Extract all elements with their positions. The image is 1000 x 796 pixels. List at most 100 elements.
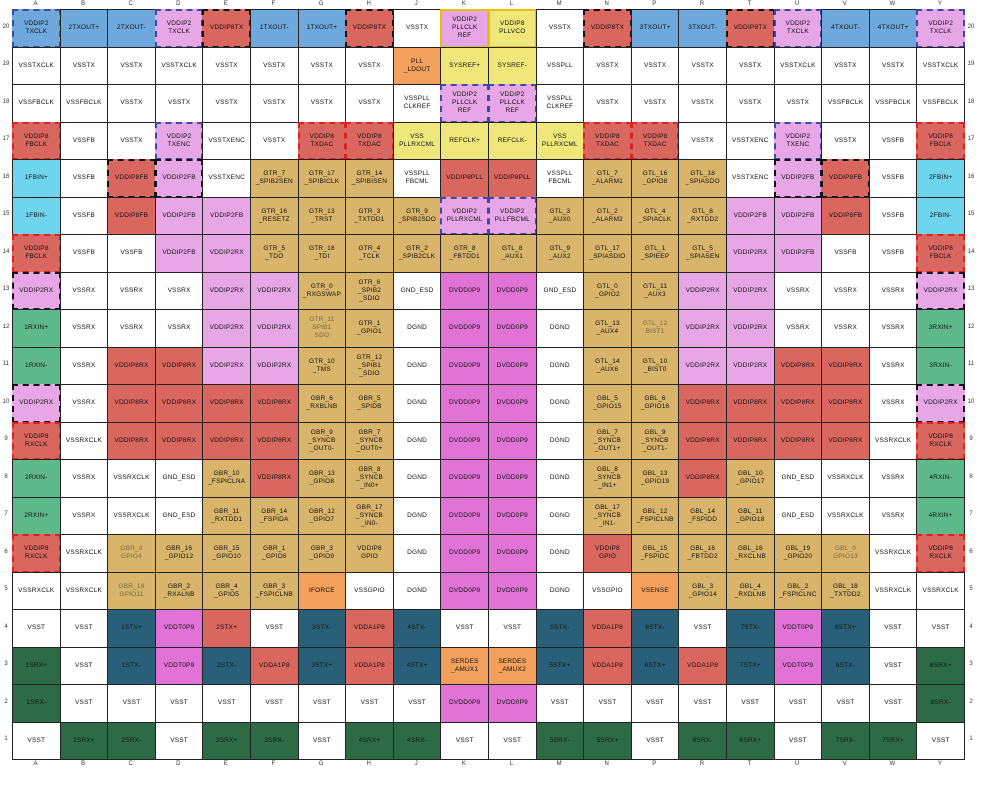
pin-cell-B16: VSSFB [59,159,109,198]
pin-cell-B11: VSSRX [59,346,109,385]
pin-cell-M10: DGND [535,384,585,423]
pin-cell-V20: 4TXOUT- [821,9,870,48]
column-label-A-top: A [33,1,38,7]
row-label-2-left: 2 [4,698,8,705]
row-label-7-left: 7 [4,511,8,518]
pin-cell-E15: VDDIP2FB [202,196,251,235]
pin-cell-B1: 2SRX+ [59,721,109,760]
pin-cell-F14: GTR_5 _TDO [250,234,299,273]
pin-cell-L15: VDDIP2 PLLFBCML [488,196,537,235]
column-label-H-top: H [366,1,371,7]
pin-cell-K5: DVDD0P9 [440,571,489,610]
column-label-G-bottom: G [318,761,324,767]
pin-cell-P9: GBL_9 _SYNCB _OUT1- [630,421,680,460]
column-label-G-top: G [318,1,324,7]
pin-cell-P18: VSSTX [630,84,680,123]
pin-cell-C8: VSSRXCLK [107,459,156,498]
row-label-2-right: 2 [969,698,973,705]
pin-cell-V7: VSSRXCLK [821,496,870,535]
pin-cell-M6: DGND [535,534,585,573]
pin-cell-C14: VSSFB [107,234,156,273]
pin-cell-B12: VSSRX [59,309,109,348]
pin-cell-L16: VDDIP8PLL [488,159,537,198]
pin-cell-Y16: 2FBIN+ [916,159,965,198]
pin-cell-A7: 2RXIN+ [12,496,61,535]
row-label-1-right: 1 [969,736,973,743]
pin-cell-L7: DVDD0P9 [488,496,537,535]
pin-cell-L6: DVDD0P9 [488,534,537,573]
column-label-V-top: V [842,1,847,7]
pin-cell-U1: VSST [773,721,823,760]
pin-cell-N13: GTL_0 _GPIO2 [583,271,632,310]
pin-cell-U20: VDDIP2 TXCLK [773,9,823,48]
pin-cell-F9: VDDIP8RX [250,421,299,460]
pin-cell-G11: GTR_10 _TMS [297,346,347,385]
pin-cell-M12: DGND [535,309,585,348]
pin-cell-G7: GBR_12 _GPIO7 [297,496,347,535]
row-label-16-left: 16 [2,173,10,180]
pin-cell-G12: GTR_11 SPIB1 SDO [297,309,347,348]
pin-cell-D3: VDDT0P9 [154,646,204,685]
column-label-D-bottom: D [176,761,181,767]
pin-cell-R4: VSST [678,609,727,648]
pin-cell-Y18: VSSFBCLK [916,84,965,123]
pin-cell-V4: 8STX+ [821,609,870,648]
pin-cell-A4: VSST [12,609,61,648]
pin-cell-F19: VSSTX [250,46,299,85]
pin-cell-L12: DVDD0P9 [488,309,537,348]
pin-cell-W18: VSSFBCLK [868,84,918,123]
pin-cell-P17: VDDIP8 TXDAC [630,121,680,160]
row-label-12-left: 12 [2,323,10,330]
pin-cell-W16: VSSFB [868,159,918,198]
pin-cell-A10: VDDIP2RX [12,384,61,423]
pin-cell-C9: VDDIP8RX [107,421,156,460]
row-label-8-left: 8 [4,473,8,480]
pin-cell-J8: DGND [392,459,442,498]
pin-cell-R2: VSST [678,684,727,723]
pin-cell-J13: GND_ESD [392,271,442,310]
pin-cell-A1: VSST [12,721,61,760]
pin-cell-N14: GTL_17 _SPIASDIO [583,234,632,273]
pin-cell-D7: GND_ESD [154,496,204,535]
pin-cell-L2: DVDD0P9 [488,684,537,723]
column-label-T-bottom: T [747,761,752,767]
pin-cell-D5: GBR_2 _RXALNB [154,571,204,610]
pin-cell-Y11: 3RXIN- [916,346,965,385]
pin-cell-R5: GBL_3 _GPIO14 [678,571,727,610]
pin-cell-E16: VSSTXENC [202,159,251,198]
pin-cell-U8: GND_ESD [773,459,823,498]
column-label-H-bottom: H [366,761,371,767]
pin-cell-A20: VDDIP2 TXCLK [12,9,61,48]
pin-cell-B6: VSSRXCLK [59,534,109,573]
pin-cell-K7: DVDD0P9 [440,496,489,535]
pin-cell-V5: GBL_18 _TXTDD2 [821,571,870,610]
pin-cell-V16: VDDIP8FB [821,159,870,198]
pin-cell-R16: GTL_18 _SPIASDO [678,159,727,198]
pin-cell-D18: VSSTX [154,84,204,123]
pin-cell-H2: VSST [345,684,394,723]
pin-cell-H15: GTR_3 _TXTDD1 [345,196,394,235]
pin-cell-B18: VSSFBCLK [59,84,109,123]
row-label-9-left: 9 [4,436,8,443]
pin-cell-C3: 1STX- [107,646,156,685]
pin-cell-R17: VSSTX [678,121,727,160]
pin-cell-U5: GBL_2 _FSPICLNC [773,571,823,610]
row-label-15-left: 15 [2,211,10,218]
pin-cell-M3: 5STX+ [535,646,585,685]
column-label-P-top: P [652,1,657,7]
pin-cell-G19: VSSTX [297,46,347,85]
row-label-3-left: 3 [4,661,8,668]
pin-cell-C19: VSSTX [107,46,156,85]
pin-cell-W8: VSSRX [868,459,918,498]
pin-cell-K11: DVDD0P9 [440,346,489,385]
pin-cell-F15: GTR_16 _RESETZ [250,196,299,235]
pin-cell-C20: 2TXOUT- [107,9,156,48]
pin-cell-R1: 6SRX- [678,721,727,760]
pin-cell-K18: VDDIP2 PLLCLK REF [440,84,489,123]
pin-cell-L5: DVDD0P9 [488,571,537,610]
pin-cell-B8: VSSRX [59,459,109,498]
column-label-R-bottom: R [699,761,705,767]
pin-cell-Y8: 4RXIN- [916,459,965,498]
pin-cell-R7: GBL_14 _FSPIDD [678,496,727,535]
pin-cell-W1: 7SRX+ [868,721,918,760]
